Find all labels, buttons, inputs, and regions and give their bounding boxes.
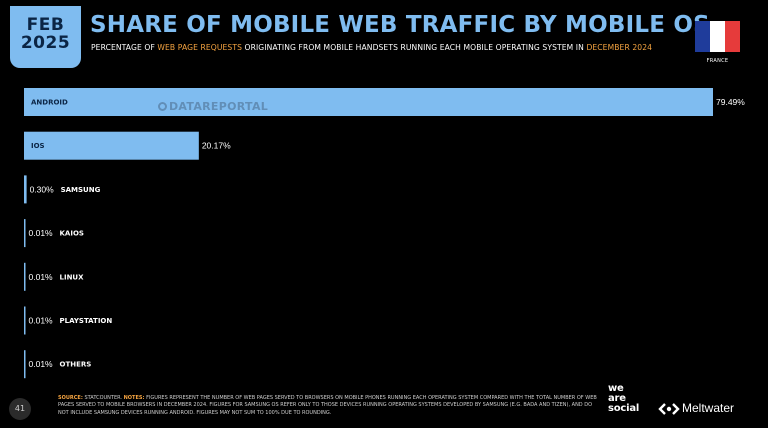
subtitle-part-1: PERCENTAGE OF bbox=[91, 43, 158, 52]
badge-month: FEB bbox=[26, 15, 65, 35]
flag-stripe-white bbox=[710, 21, 725, 52]
bar-playstation bbox=[24, 306, 26, 335]
meltwater-logo-icon bbox=[658, 402, 680, 415]
value-label: 0.30% bbox=[30, 184, 55, 194]
datareportal-watermark: DATAREPORTAL bbox=[158, 100, 268, 113]
date-badge: FEB 2025 bbox=[10, 6, 81, 68]
value-label: 79.49% bbox=[716, 97, 745, 107]
notes-text: FIGURES REPRESENT THE NUMBER OF WEB PAGE… bbox=[58, 395, 597, 416]
logo-line-we: we bbox=[608, 383, 624, 394]
france-flag-icon bbox=[695, 21, 740, 52]
bar-ios bbox=[24, 131, 199, 160]
value-label: 0.01% bbox=[29, 272, 54, 282]
meltwater-text: Meltwater bbox=[682, 401, 735, 415]
subtitle-highlight-1: WEB PAGE REQUESTS bbox=[157, 43, 242, 52]
bar-others bbox=[24, 350, 26, 379]
badge-year: 2025 bbox=[20, 33, 71, 53]
bar-kaios bbox=[24, 219, 26, 248]
watermark-logo-icon bbox=[158, 102, 167, 111]
category-label: LINUX bbox=[60, 273, 85, 281]
subtitle-part-2: ORIGINATING FROM MOBILE HANDSETS RUNNING… bbox=[242, 43, 587, 52]
notes-label: NOTES: bbox=[123, 395, 145, 401]
value-label: 0.01% bbox=[29, 316, 54, 326]
flag-label: FRANCE bbox=[706, 58, 729, 64]
category-label: IOS bbox=[31, 142, 45, 150]
category-label: KAIOS bbox=[60, 230, 84, 238]
bar-samsung bbox=[24, 175, 27, 204]
value-label: 20.17% bbox=[202, 141, 231, 151]
flag-stripe-blue bbox=[695, 21, 710, 52]
category-label: SAMSUNG bbox=[61, 186, 101, 194]
value-label: 0.01% bbox=[29, 359, 54, 369]
source-text: STATCOUNTER. bbox=[82, 395, 124, 401]
category-label: PLAYSTATION bbox=[60, 317, 113, 325]
category-label: ANDROID bbox=[31, 99, 68, 107]
source-label: SOURCE: bbox=[58, 395, 83, 401]
footer-notes: SOURCE: STATCOUNTER. NOTES: FIGURES REPR… bbox=[58, 395, 603, 417]
page-subtitle: PERCENTAGE OF WEB PAGE REQUESTS ORIGINAT… bbox=[91, 43, 652, 53]
value-label: 0.01% bbox=[29, 228, 54, 238]
logo-line-are: are bbox=[608, 393, 626, 404]
we-are-social-logo: we are social bbox=[608, 384, 639, 414]
bar-linux bbox=[24, 262, 26, 291]
flag-stripe-red bbox=[725, 21, 740, 52]
page-title: SHARE OF MOBILE WEB TRAFFIC BY MOBILE OS bbox=[90, 12, 710, 38]
meltwater-logo: Meltwater bbox=[658, 401, 734, 415]
subtitle-highlight-2: DECEMBER 2024 bbox=[586, 43, 653, 52]
logo-line-social: social bbox=[608, 403, 640, 414]
watermark-text: DATAREPORTAL bbox=[169, 100, 269, 113]
bar-android bbox=[24, 88, 713, 116]
page-number: 41 bbox=[9, 398, 31, 420]
category-label: OTHERS bbox=[60, 361, 92, 369]
